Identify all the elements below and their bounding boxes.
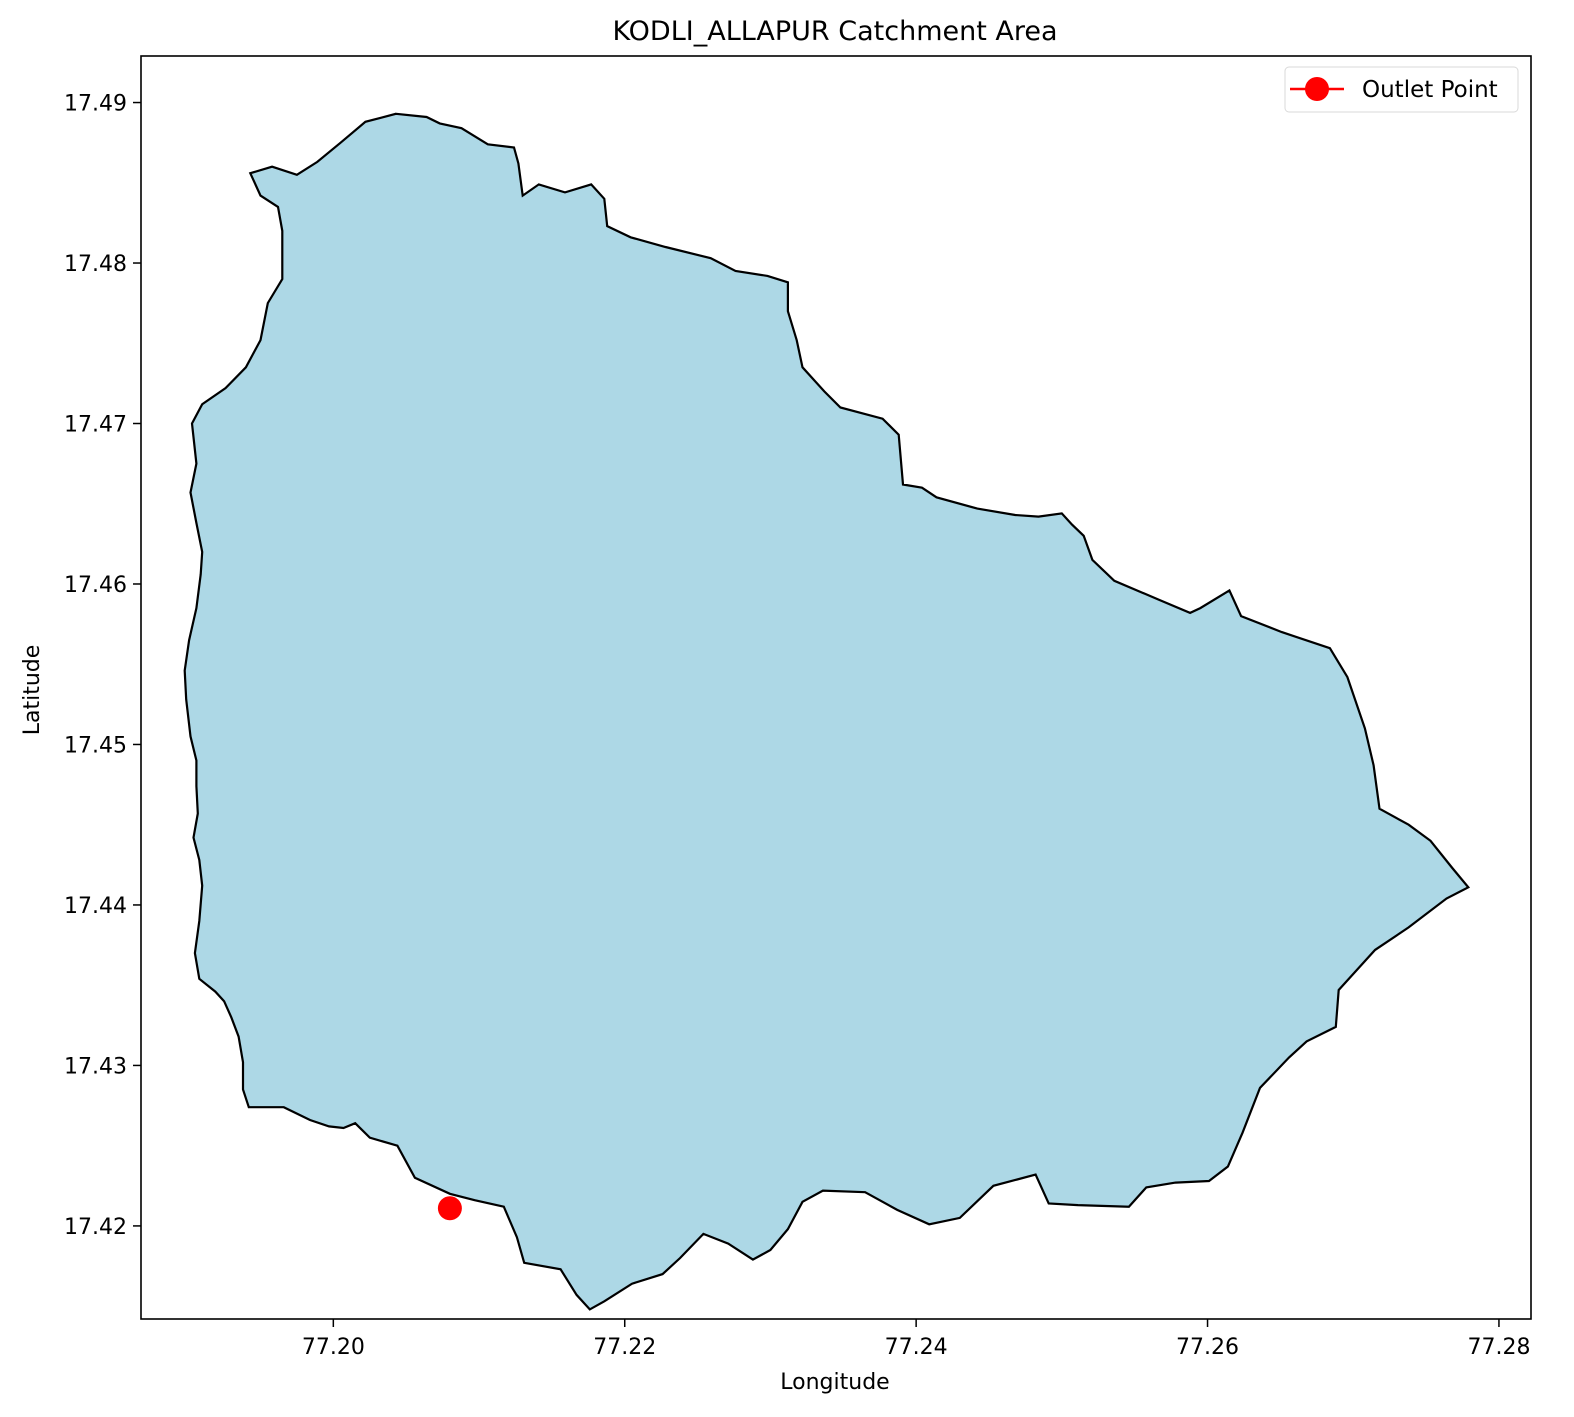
x-tick-label: 77.22 xyxy=(593,1335,656,1360)
x-axis-ticks: 77.20 77.22 77.24 77.26 77.28 xyxy=(302,1319,1530,1360)
outlet-point-marker xyxy=(437,1196,462,1221)
x-tick-label: 77.24 xyxy=(885,1335,948,1360)
legend-label: Outlet Point xyxy=(1362,77,1498,103)
x-tick-label: 77.20 xyxy=(302,1335,365,1360)
legend-box xyxy=(1284,66,1519,113)
x-axis-label: Longitude xyxy=(780,1370,889,1395)
y-axis-ticks: 17.42 17.43 17.44 17.45 17.46 17.47 17.48 17.49 xyxy=(64,92,141,1240)
catchment-polygon xyxy=(183,112,1471,1311)
y-tick-label: 17.45 xyxy=(64,733,127,758)
plot-frame xyxy=(140,55,1532,1320)
y-tick-label: 17.44 xyxy=(64,894,127,919)
y-tick-label: 17.47 xyxy=(64,413,127,438)
y-tick-label: 17.48 xyxy=(64,252,127,277)
x-tick-label: 77.26 xyxy=(1176,1335,1239,1360)
y-tick-label: 17.49 xyxy=(64,92,127,117)
plot-area xyxy=(140,55,1532,1320)
chart-title: KODLI_ALLAPUR Catchment Area xyxy=(612,16,1057,47)
y-tick-label: 17.46 xyxy=(64,573,127,598)
legend-marker-swatch xyxy=(1305,77,1329,101)
legend: Outlet Point xyxy=(1284,66,1519,113)
y-tick-label: 17.42 xyxy=(64,1215,127,1240)
x-tick-label: 77.28 xyxy=(1467,1335,1530,1360)
y-tick-label: 17.43 xyxy=(64,1054,127,1079)
y-axis-label: Latitude xyxy=(20,645,45,736)
